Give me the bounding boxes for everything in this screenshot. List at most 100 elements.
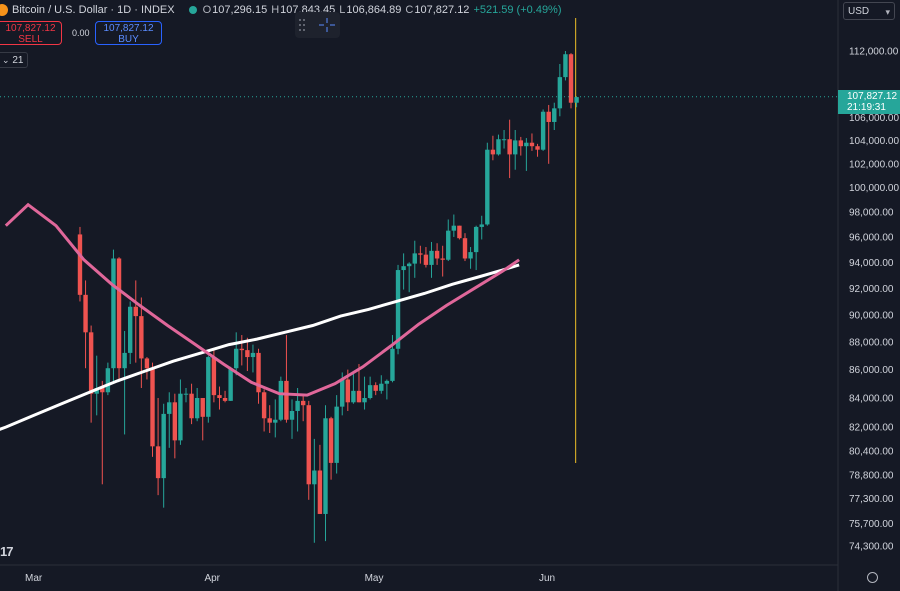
candle[interactable] [289, 399, 295, 439]
candle[interactable] [546, 104, 551, 164]
candle[interactable] [278, 376, 284, 422]
candle-body [451, 225, 457, 231]
candle[interactable] [412, 240, 417, 278]
candle[interactable] [440, 245, 445, 277]
candle[interactable] [379, 375, 384, 394]
candle[interactable] [473, 225, 479, 271]
indicators-collapse-button[interactable]: ⌄ 21 [0, 52, 28, 68]
candle[interactable] [373, 382, 378, 396]
candle[interactable] [217, 386, 222, 410]
sell-button[interactable]: 107,827.12 SELL [0, 21, 62, 45]
candle[interactable] [300, 395, 306, 422]
candle[interactable] [457, 225, 462, 240]
candle[interactable] [261, 389, 267, 432]
x-tick-label: Apr [204, 573, 220, 584]
candle[interactable] [245, 337, 250, 372]
candle[interactable] [116, 257, 122, 380]
candle[interactable] [518, 136, 523, 156]
candle[interactable] [239, 335, 244, 366]
drag-handle-icon[interactable] [295, 12, 340, 38]
candle[interactable] [401, 253, 406, 290]
floating-drawing-toolbar[interactable] [295, 12, 340, 38]
candle[interactable] [529, 133, 535, 151]
candle[interactable] [451, 214, 457, 237]
settings-icon[interactable] [867, 572, 878, 583]
candle[interactable] [172, 393, 178, 459]
candle[interactable] [317, 444, 323, 514]
candle[interactable] [133, 280, 138, 363]
candle[interactable] [513, 129, 518, 170]
candle[interactable] [362, 376, 367, 410]
candle[interactable] [100, 380, 105, 485]
candle[interactable] [284, 335, 289, 423]
candle[interactable] [155, 397, 161, 496]
candle[interactable] [178, 379, 183, 445]
candle[interactable] [194, 387, 200, 422]
candle[interactable] [150, 362, 155, 457]
tradingview-logo[interactable]: 17 [0, 544, 14, 559]
candle[interactable] [222, 390, 228, 403]
candle-body [423, 254, 429, 265]
candle[interactable] [367, 376, 373, 400]
candle[interactable] [479, 215, 484, 240]
candle[interactable] [83, 280, 88, 369]
candle[interactable] [468, 247, 473, 269]
candle[interactable] [574, 97, 579, 108]
candle[interactable] [568, 53, 574, 109]
buy-button[interactable]: 107,827.12 BUY [95, 21, 162, 45]
candle[interactable] [423, 247, 429, 268]
candle[interactable] [490, 135, 496, 161]
chevron-down-icon: ▾ [885, 7, 890, 17]
candle[interactable] [234, 332, 239, 376]
candle[interactable] [161, 403, 166, 508]
currency-select[interactable]: USD ▾ [843, 2, 895, 20]
candle[interactable] [535, 143, 540, 157]
candle[interactable] [256, 348, 261, 404]
candle-body [267, 418, 272, 423]
y-tick-label: 86,000.00 [849, 365, 894, 376]
candle[interactable] [496, 134, 501, 156]
candle[interactable] [429, 241, 434, 278]
candle[interactable] [273, 399, 278, 438]
candle[interactable] [552, 102, 557, 130]
candle[interactable] [267, 405, 272, 433]
candle-body [373, 385, 378, 391]
candle[interactable] [206, 355, 211, 423]
candle[interactable] [189, 383, 194, 425]
candle[interactable] [524, 138, 529, 171]
candle-body [362, 397, 367, 403]
candle[interactable] [328, 416, 334, 480]
candle[interactable] [127, 301, 133, 365]
candle[interactable] [167, 392, 172, 448]
candle[interactable] [88, 325, 94, 423]
candle[interactable] [77, 226, 83, 302]
candle[interactable] [105, 362, 111, 396]
candle[interactable] [312, 438, 317, 543]
candle[interactable] [462, 233, 468, 262]
candle[interactable] [540, 109, 546, 151]
candle-body [479, 224, 484, 227]
candle[interactable] [122, 330, 127, 435]
candle[interactable] [406, 262, 412, 293]
candle[interactable] [144, 357, 150, 380]
candle[interactable] [384, 379, 390, 400]
candle[interactable] [323, 405, 328, 542]
candle[interactable] [306, 400, 311, 500]
candle[interactable] [228, 366, 233, 401]
candle[interactable] [563, 51, 568, 81]
candle[interactable] [183, 387, 189, 403]
candle[interactable] [418, 245, 423, 264]
candle[interactable] [351, 372, 356, 404]
candle[interactable] [434, 243, 440, 265]
candle[interactable] [501, 129, 507, 149]
candle[interactable] [557, 63, 563, 117]
candle[interactable] [250, 344, 256, 373]
candle[interactable] [507, 119, 512, 179]
candle[interactable] [446, 219, 451, 262]
candle[interactable] [334, 395, 339, 474]
candle[interactable] [111, 249, 116, 383]
candle[interactable] [485, 142, 490, 226]
candle[interactable] [200, 397, 205, 441]
y-tick-label: 82,000.00 [849, 423, 894, 434]
